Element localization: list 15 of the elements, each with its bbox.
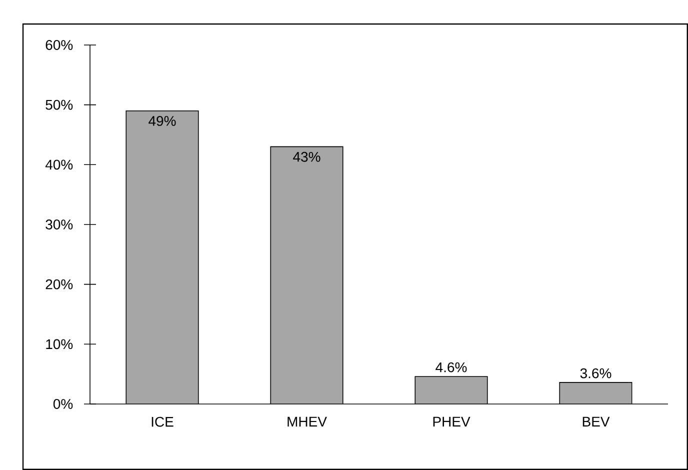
x-tick-label: PHEV xyxy=(433,416,470,426)
x-tick-label: ICE xyxy=(152,416,174,427)
y-tick-label: 60% xyxy=(46,40,73,50)
y-tick-label: 20% xyxy=(46,279,73,290)
data-label: 49% xyxy=(148,116,176,126)
y-tick-label: 0% xyxy=(53,399,73,409)
data-label: 4.6% xyxy=(436,362,467,372)
x-tick-label: BEV xyxy=(582,416,610,426)
y-tick-label: 50% xyxy=(46,100,73,110)
y-tick-label: 30% xyxy=(46,220,73,230)
data-label: 43% xyxy=(293,152,320,162)
data-label: 3.6% xyxy=(580,368,612,378)
x-tick-label: MHEV xyxy=(288,416,327,426)
y-tick-label: 10% xyxy=(46,339,73,350)
y-tick-label: 40% xyxy=(45,160,73,170)
